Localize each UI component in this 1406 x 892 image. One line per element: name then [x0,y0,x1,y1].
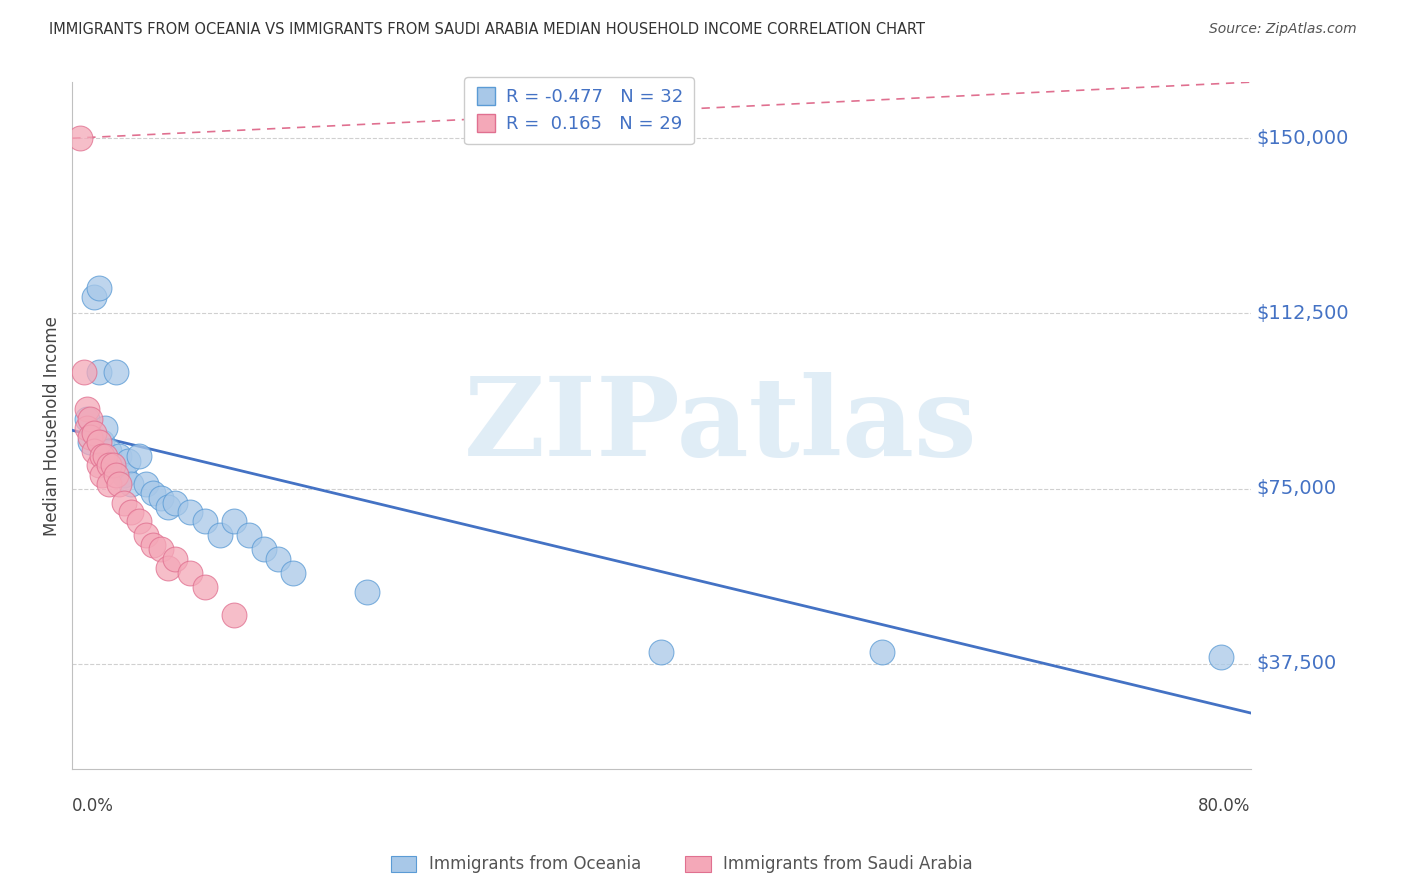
Point [142,486,165,500]
Point [87,434,110,449]
Point [156,561,179,575]
Point [165,551,187,566]
Point [253,542,276,557]
Point [112,496,135,510]
Text: ZIPatlas: ZIPatlas [464,372,977,479]
Point [194,515,217,529]
Point [79,434,101,449]
Point [650,645,672,659]
Point [83,290,105,304]
Point [117,453,139,467]
Point [90,449,112,463]
Text: $112,500: $112,500 [1257,304,1350,323]
Point [120,477,142,491]
Point [83,444,105,458]
Point [283,566,305,580]
Point [120,505,142,519]
Text: Immigrants from Oceania: Immigrants from Oceania [429,855,641,873]
Text: $75,000: $75,000 [1257,479,1337,499]
Point [149,491,172,505]
Text: Source: ZipAtlas.com: Source: ZipAtlas.com [1209,22,1357,37]
Point [135,528,157,542]
Point [103,458,125,473]
Point [112,467,135,482]
Point [194,580,217,594]
Point [76,411,98,425]
Legend: R = -0.477   N = 32, R =  0.165   N = 29: R = -0.477 N = 32, R = 0.165 N = 29 [464,78,693,145]
Point [98,458,121,473]
Point [267,551,290,566]
Point [90,467,112,482]
Text: $150,000: $150,000 [1257,128,1348,148]
Point [356,584,378,599]
Point [105,467,128,482]
Y-axis label: Median Household Income: Median Household Income [44,316,60,535]
Text: $37,500: $37,500 [1257,655,1337,673]
Point [108,477,131,491]
Text: 0.0%: 0.0% [72,797,114,814]
Point [149,542,172,557]
Point [208,528,231,542]
Point [108,449,131,463]
Point [76,402,98,417]
Point [90,434,112,449]
Point [83,425,105,440]
Text: Immigrants from Saudi Arabia: Immigrants from Saudi Arabia [723,855,973,873]
Text: IMMIGRANTS FROM OCEANIA VS IMMIGRANTS FROM SAUDI ARABIA MEDIAN HOUSEHOLD INCOME : IMMIGRANTS FROM OCEANIA VS IMMIGRANTS FR… [49,22,925,37]
Point [105,365,128,379]
Point [98,444,121,458]
Point [179,566,201,580]
Point [135,477,157,491]
Point [79,411,101,425]
Point [179,505,201,519]
Point [87,458,110,473]
Point [73,365,96,379]
Point [224,607,246,622]
Point [224,515,246,529]
Point [79,430,101,444]
Text: 80.0%: 80.0% [1198,797,1251,814]
Point [128,515,150,529]
Point [98,477,121,491]
Point [165,496,187,510]
Point [103,458,125,473]
Point [156,500,179,515]
Point [93,421,115,435]
Point [76,421,98,435]
Point [87,281,110,295]
Point [93,449,115,463]
Point [87,365,110,379]
Point [142,538,165,552]
Point [128,449,150,463]
Point [872,645,894,659]
Point [238,528,260,542]
Point [1211,649,1233,664]
Point [69,131,91,145]
